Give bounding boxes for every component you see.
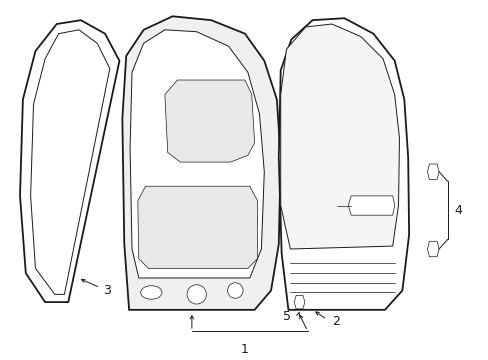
- Polygon shape: [280, 24, 399, 249]
- Polygon shape: [31, 30, 110, 294]
- Circle shape: [227, 283, 243, 298]
- Polygon shape: [122, 16, 280, 310]
- Polygon shape: [427, 241, 438, 257]
- Polygon shape: [427, 164, 438, 180]
- Ellipse shape: [141, 286, 162, 299]
- Polygon shape: [130, 30, 264, 278]
- Text: 3: 3: [103, 284, 111, 297]
- Text: 4: 4: [453, 204, 462, 217]
- Circle shape: [187, 285, 206, 304]
- Text: 1: 1: [241, 343, 248, 356]
- Text: 2: 2: [331, 315, 339, 328]
- Polygon shape: [278, 18, 408, 310]
- Text: 5: 5: [283, 310, 291, 323]
- Polygon shape: [347, 196, 394, 215]
- Polygon shape: [20, 20, 119, 302]
- Polygon shape: [164, 80, 254, 162]
- Polygon shape: [294, 295, 304, 309]
- Polygon shape: [138, 186, 257, 268]
